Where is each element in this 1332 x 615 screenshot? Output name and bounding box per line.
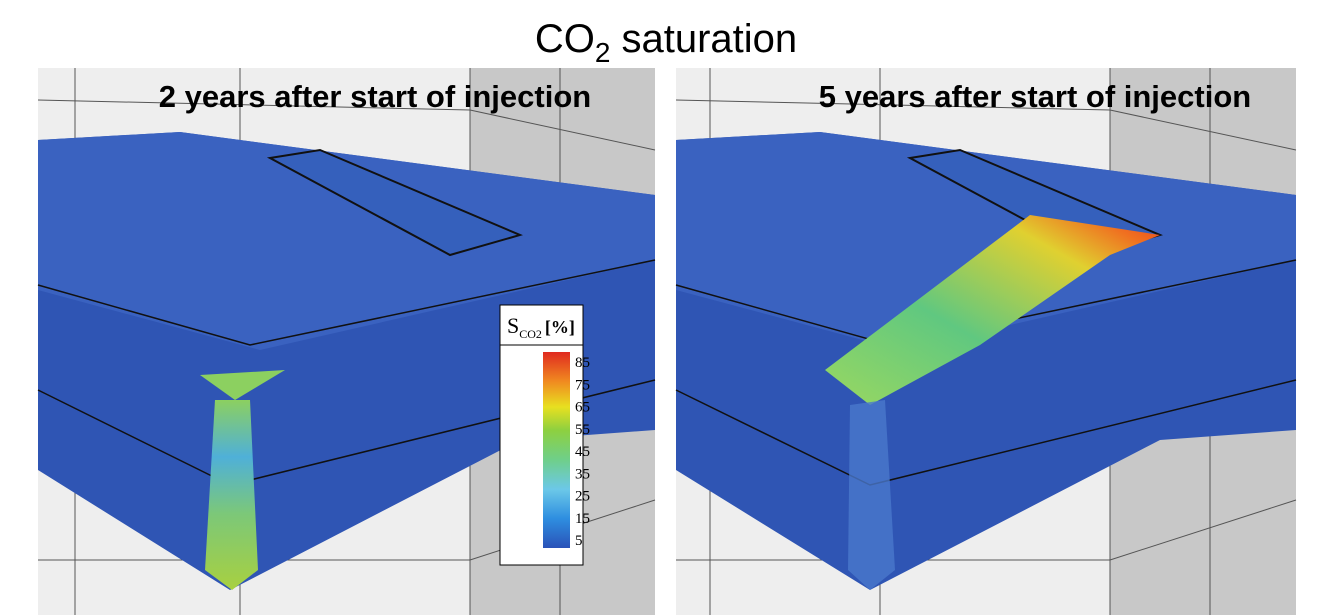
title-rest: saturation <box>610 17 797 61</box>
figure: CO2 saturation 2 years after start of in… <box>0 0 1332 615</box>
legend-tick-label: 35 <box>575 466 590 482</box>
legend-tick-label: 25 <box>575 489 590 505</box>
legend-tick-label: 75 <box>575 377 590 393</box>
legend-unit: [%] <box>545 317 575 337</box>
panel-title: 2 years after start of injection <box>159 79 591 114</box>
legend-box <box>500 305 583 565</box>
legend-sub: CO2 <box>519 327 542 341</box>
title-main: CO <box>535 17 595 61</box>
legend-tick-label: 15 <box>575 511 590 527</box>
legend-tick-label: 85 <box>575 355 590 371</box>
figure-title: CO2 saturation <box>535 17 797 68</box>
legend-symbol: S <box>507 313 519 338</box>
legend-tick-label: 45 <box>575 444 590 460</box>
title-sub: 2 <box>595 37 611 68</box>
legend-tick-label: 55 <box>575 422 590 438</box>
legend: SCO2[%] 85 75 65 55 45 35 25 15 5 <box>500 305 590 565</box>
panel-title: 5 years after start of injection <box>819 79 1251 114</box>
colorbar <box>543 352 570 548</box>
panel-right: 5 years after start of injection <box>676 68 1296 615</box>
legend-tick-label: 5 <box>575 533 583 549</box>
legend-tick-label: 65 <box>575 400 590 416</box>
